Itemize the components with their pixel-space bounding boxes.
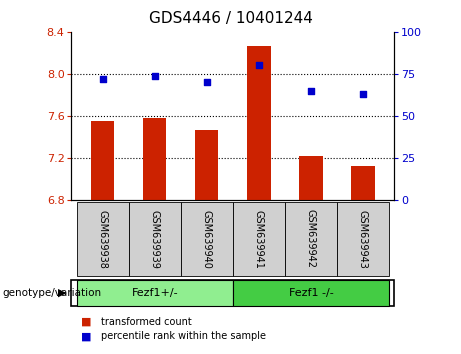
Bar xyxy=(77,280,233,306)
Text: ▶: ▶ xyxy=(59,288,67,298)
Text: GSM639938: GSM639938 xyxy=(98,210,108,268)
Text: GSM639943: GSM639943 xyxy=(358,210,368,268)
Text: GDS4446 / 10401244: GDS4446 / 10401244 xyxy=(148,11,313,25)
Bar xyxy=(247,46,271,200)
Point xyxy=(255,63,262,68)
Text: genotype/variation: genotype/variation xyxy=(2,288,101,298)
Bar xyxy=(285,202,337,276)
Bar xyxy=(91,121,114,200)
Bar xyxy=(337,202,389,276)
Point xyxy=(99,76,106,82)
Text: percentile rank within the sample: percentile rank within the sample xyxy=(101,331,266,341)
Text: GSM639939: GSM639939 xyxy=(150,210,160,268)
Text: ■: ■ xyxy=(81,317,91,327)
Text: ■: ■ xyxy=(81,331,91,341)
Bar xyxy=(233,280,389,306)
Bar xyxy=(77,202,129,276)
Point xyxy=(359,91,366,97)
Text: Fezf1+/-: Fezf1+/- xyxy=(131,288,178,298)
Point xyxy=(307,88,314,93)
Text: GSM639942: GSM639942 xyxy=(306,210,316,268)
Text: GSM639940: GSM639940 xyxy=(202,210,212,268)
Point xyxy=(151,73,159,79)
Text: transformed count: transformed count xyxy=(101,317,192,327)
Text: Fezf1 -/-: Fezf1 -/- xyxy=(289,288,333,298)
Bar xyxy=(195,130,219,200)
Bar xyxy=(181,202,233,276)
Bar xyxy=(351,166,375,200)
Text: GSM639941: GSM639941 xyxy=(254,210,264,268)
Bar xyxy=(143,118,166,200)
Point xyxy=(203,80,211,85)
Bar xyxy=(299,156,323,200)
Bar xyxy=(233,202,285,276)
Bar xyxy=(129,202,181,276)
